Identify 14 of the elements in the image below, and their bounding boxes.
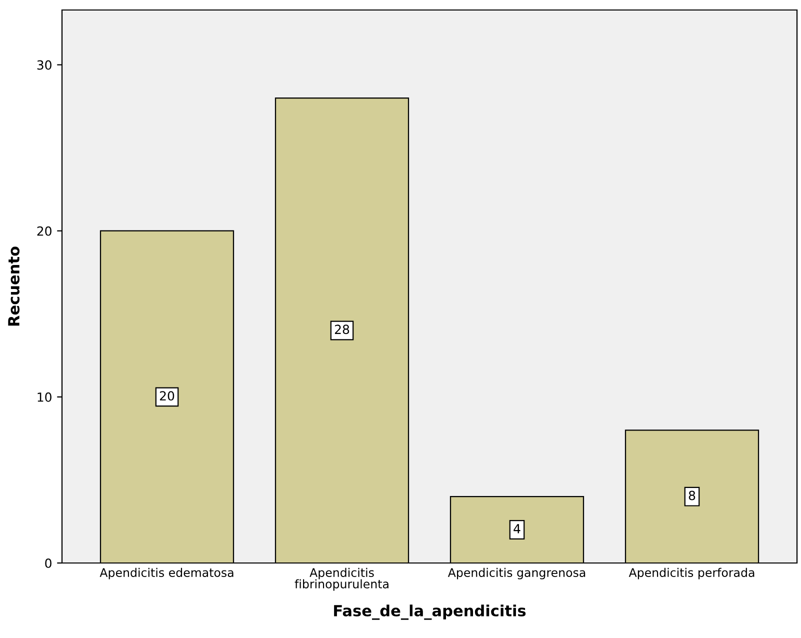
- y-axis-title: Recuento: [8, 246, 20, 326]
- y-tick-label: 20: [37, 226, 52, 236]
- y-tick-label: 30: [37, 60, 52, 70]
- data-label: 4: [514, 524, 520, 534]
- x-axis-title: Fase_de_la_apendicitis: [334, 604, 526, 620]
- data-label: 28: [334, 324, 350, 334]
- y-tick-label: 10: [38, 392, 52, 402]
- data-label: 20: [160, 391, 174, 401]
- x-tick-label: Apendicitis fibrinopurulenta: [294, 568, 388, 591]
- data-label: 8: [688, 490, 696, 500]
- x-tick-label: Apendicitis gangrenosa: [448, 568, 586, 580]
- y-tick-label: 0: [45, 558, 52, 568]
- x-tick-label: Apendicitis edematosa: [100, 568, 234, 580]
- x-tick-label: Apendicitis perforada: [628, 568, 754, 580]
